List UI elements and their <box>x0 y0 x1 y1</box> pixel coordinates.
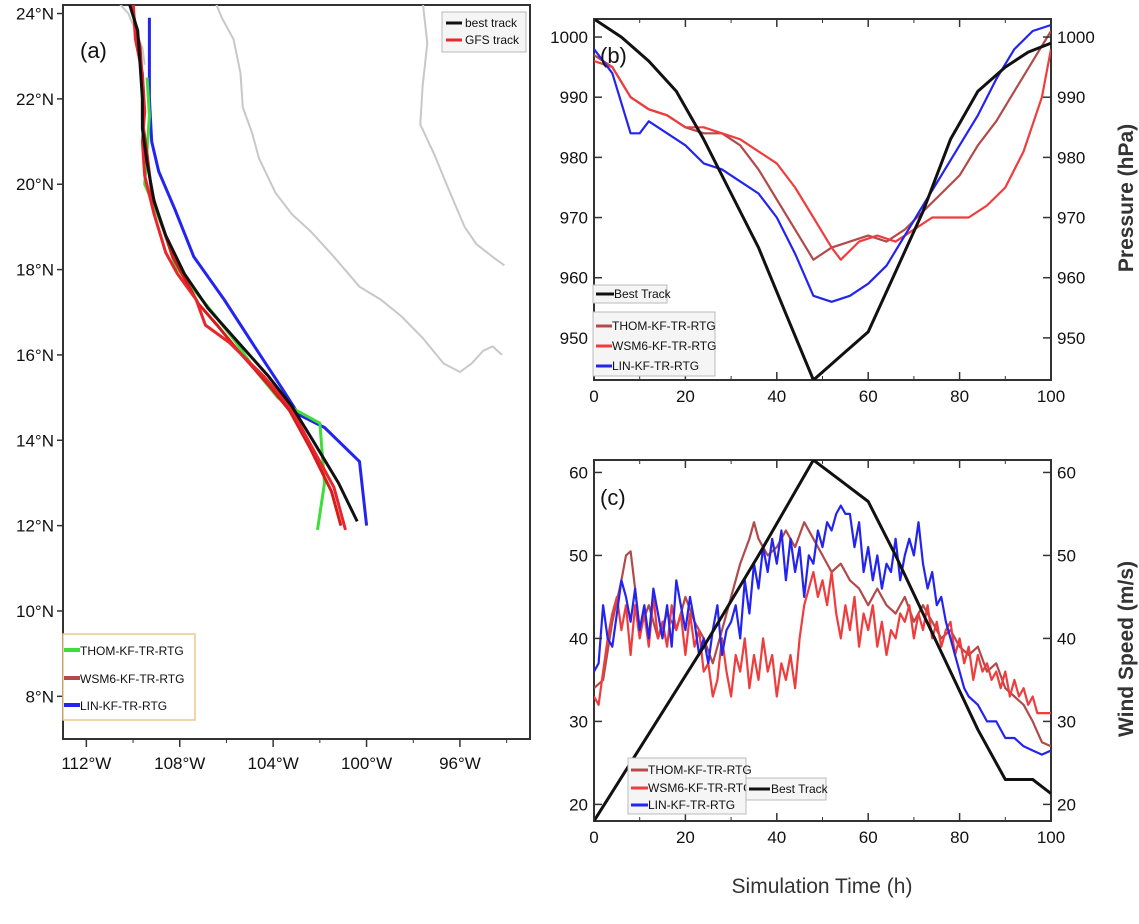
track-gfs-track <box>131 5 347 531</box>
panel-c-y-tick-label-left: 20 <box>569 795 588 814</box>
panel-a-x-tick-label: 100°W <box>341 754 392 773</box>
panel-c-y-tick-label-left: 30 <box>569 712 588 731</box>
panel-c-line-best-track <box>594 460 1051 821</box>
panel-b-y-tick-label-left: 990 <box>560 88 588 107</box>
panel-c-legend-thom-label: THOM-KF-TR-RTG <box>648 763 752 777</box>
panel-c-y-tick-label-left: 50 <box>569 546 588 565</box>
panel-a-y-tick-label: 24°N <box>16 5 54 24</box>
panel-a-tracks <box>128 5 369 531</box>
panel-c-x-tick-label: 40 <box>767 828 786 847</box>
panel-b-x-tick-label: 60 <box>859 387 878 406</box>
panel-c-label: (c) <box>600 485 626 510</box>
panel-b-y-tick-label-right: 970 <box>1057 209 1085 228</box>
panel-b-y-tick-label-left: 970 <box>560 209 588 228</box>
panel-b-pressure: 0 20 40 60 80 100 950 950 960 960 970 970 980 980 990 9… <box>550 18 1138 406</box>
panel-c-x-label: Simulation Time (h) <box>732 875 913 898</box>
panel-a-y-tick-label: 8°N <box>25 687 54 706</box>
panel-c-line-lin-kf-tr-rtg <box>594 504 1051 756</box>
panel-a-x-tick-label: 96°W <box>439 754 481 773</box>
panel-a-y-tick-label: 20°N <box>16 175 54 194</box>
panel-c-x-tick-label: 20 <box>676 828 695 847</box>
panel-b-y-label: Pressure (hPa) <box>1115 124 1138 272</box>
panel-b-y-tick-label-right: 990 <box>1057 88 1085 107</box>
panel-b-legend-wsm6-label: WSM6-KF-TR-RTG <box>612 339 716 353</box>
legend-thom-label: THOM-KF-TR-RTG <box>80 644 184 658</box>
panel-a-legend-top-box <box>441 11 527 53</box>
panel-a-x-tick-label: 108°W <box>154 754 205 773</box>
panel-c-series <box>594 460 1051 821</box>
panel-b-axes: 0 20 40 60 80 100 950 950 960 960 970 970 980 980 990 9… <box>550 19 1095 406</box>
panel-c-x-tick-label: 100 <box>1037 828 1065 847</box>
panel-b-label: (b) <box>600 43 627 68</box>
panel-b-legend-thom-label: THOM-KF-TR-RTG <box>612 319 716 333</box>
panel-a-frame <box>62 4 531 740</box>
panel-b-x-tick-label: 0 <box>589 387 598 406</box>
panel-b-legend-best-box <box>592 284 668 304</box>
panel-c-y-tick-label-right: 40 <box>1057 629 1076 648</box>
panel-c-legend-wsm6-label: WSM6-KF-TR-RTG <box>648 781 752 795</box>
panel-b-y-tick-label-left: 950 <box>560 329 588 348</box>
panel-b-y-tick-label-right: 960 <box>1057 269 1085 288</box>
panel-b-y-tick-label-left: 980 <box>560 148 588 167</box>
panel-a-x-axis: 112°W 108°W 104°W 100°W 96°W <box>61 739 508 773</box>
panel-b-legend-lin-label: LIN-KF-TR-RTG <box>612 359 699 373</box>
coastline-2 <box>215 5 503 374</box>
panel-b-line-wsm6-kf-tr-rtg <box>594 48 1051 261</box>
panel-b-x-tick-label: 40 <box>767 387 786 406</box>
legend-gfs-track-label: GFS track <box>465 33 520 47</box>
panel-b-legend: Best Track THOM-KF-TR-RTG WSM6-KF-TR-RTG… <box>592 284 716 377</box>
panel-a-y-axis: 8°N 10°N 12°N 14°N 16°N 18°N 20°N 22°N 24°N <box>16 5 63 706</box>
panel-c-y-tick-label-right: 50 <box>1057 546 1076 565</box>
panel-a-y-tick-label: 12°N <box>16 517 54 536</box>
panel-a-y-tick-label: 14°N <box>16 431 54 450</box>
panel-c-x-tick-label: 80 <box>950 828 969 847</box>
panel-b-x-tick-label: 20 <box>676 387 695 406</box>
panel-c-y-tick-label-right: 30 <box>1057 712 1076 731</box>
panel-a-legend-top: best track GFS track <box>441 11 527 53</box>
track-best-track <box>128 5 359 523</box>
panel-a-y-tick-label: 18°N <box>16 261 54 280</box>
panel-c-x-tick-label: 60 <box>859 828 878 847</box>
panel-b-legend-box <box>592 311 716 377</box>
panel-b-x-tick-label: 100 <box>1037 387 1065 406</box>
panel-c-y-tick-label-right: 60 <box>1057 463 1076 482</box>
panel-b-y-tick-label-left: 1000 <box>550 28 588 47</box>
panel-b-legend-best-label: Best Track <box>614 287 672 301</box>
panel-c-legend-lin-label: LIN-KF-TR-RTG <box>648 798 735 812</box>
panel-a-legend-bottom: THOM-KF-TR-RTG WSM6-KF-TR-RTG LIN-KF-TR-… <box>62 633 196 721</box>
panel-c-y-label: Wind Speed (m/s) <box>1115 561 1138 737</box>
panel-b-y-tick-label-right: 980 <box>1057 148 1085 167</box>
legend-best-track-label: best track <box>465 16 518 30</box>
panel-b-line-best-track <box>594 19 1051 380</box>
panel-a-label: (a) <box>80 38 107 63</box>
panel-b-line-lin-kf-tr-rtg <box>594 23 1051 303</box>
panel-c-x-tick-label: 0 <box>589 828 598 847</box>
legend-wsm6-label: WSM6-KF-TR-RTG <box>80 672 184 686</box>
panel-a-y-tick-label: 22°N <box>16 90 54 109</box>
panel-b-x-tick-label: 80 <box>950 387 969 406</box>
legend-lin-label: LIN-KF-TR-RTG <box>80 699 167 713</box>
panel-c-y-tick-label-left: 60 <box>569 463 588 482</box>
panel-a-y-tick-label: 10°N <box>16 602 54 621</box>
panel-a-x-tick-label: 112°W <box>61 754 111 773</box>
panel-b-series <box>594 19 1051 380</box>
panel-c-y-tick-label-right: 20 <box>1057 795 1076 814</box>
coastline-3 <box>419 5 505 267</box>
panel-c-legend: THOM-KF-TR-RTG WSM6-KF-TR-RTG LIN-KF-TR-… <box>627 757 829 815</box>
panel-a-legend-bottom-box <box>62 633 196 721</box>
panel-b-y-tick-label-right: 1000 <box>1057 28 1095 47</box>
panel-b-y-tick-label-right: 950 <box>1057 329 1085 348</box>
panel-c-legend-best-label: Best Track <box>771 782 829 796</box>
panel-c-y-tick-label-left: 40 <box>569 629 588 648</box>
panel-c-legend-best-box <box>745 777 827 801</box>
panel-a-y-tick-label: 16°N <box>16 346 54 365</box>
panel-a-track-map: 112°W 108°W 104°W 100°W 96°W 8°N 10°N 12°N 14°N… <box>16 4 531 773</box>
panel-a-x-tick-label: 104°W <box>248 754 299 773</box>
panel-b-y-tick-label-left: 960 <box>560 269 588 288</box>
